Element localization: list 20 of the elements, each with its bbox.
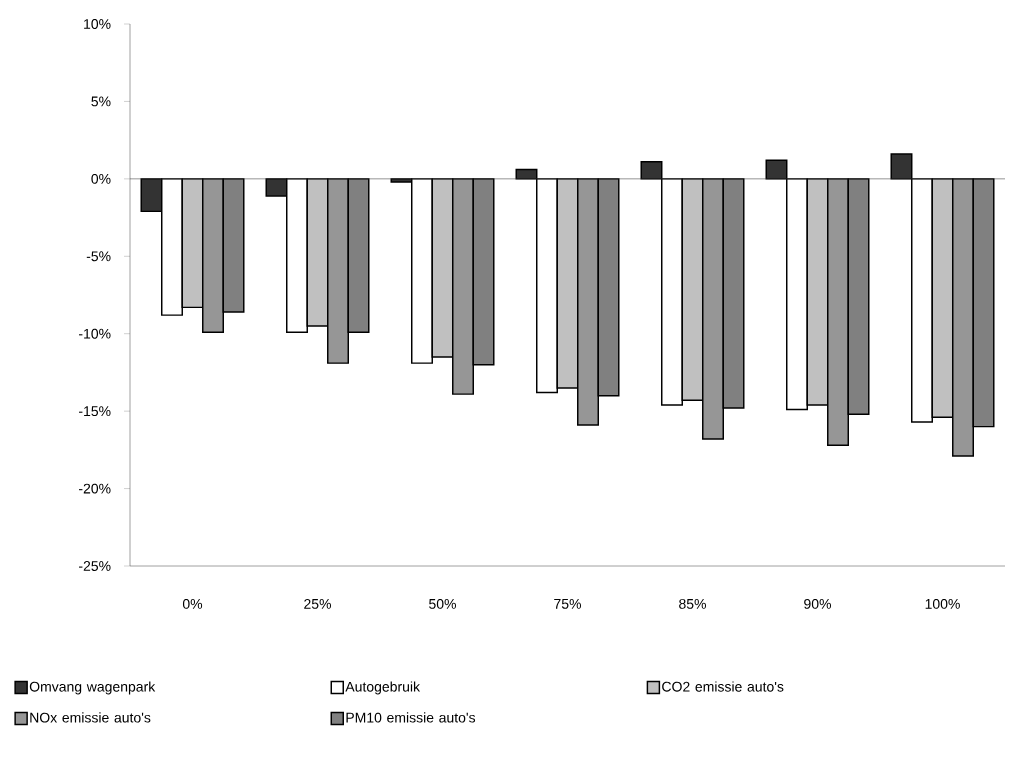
y-tick-label: -15%	[79, 406, 111, 417]
y-tick-label: 0%	[91, 173, 111, 184]
x-tick-label: 25%	[304, 598, 331, 609]
x-tick-label: 90%	[804, 598, 831, 609]
x-tick-label: 75%	[554, 598, 581, 609]
y-tick-label: -25%	[79, 561, 111, 571]
x-tick-label: 100%	[925, 598, 960, 609]
y-tick-label: -5%	[86, 251, 111, 262]
y-tick-label: 5%	[91, 96, 111, 107]
legend-label: NOx emissie auto's	[30, 712, 151, 723]
y-tick-label: -10%	[79, 328, 111, 339]
x-tick-label: 0%	[182, 598, 203, 609]
legend-label: CO2 emissie auto's	[662, 681, 784, 692]
y-tick-label: -20%	[79, 483, 111, 494]
legend-label: Omvang wagenpark	[29, 681, 156, 695]
x-tick-label: 85%	[679, 598, 706, 609]
legend-label: PM10 emissie auto's	[346, 712, 476, 723]
x-tick-label: 50%	[429, 598, 456, 609]
y-tick-label: 10%	[84, 19, 111, 29]
legend-label: Autogebruik	[345, 681, 421, 695]
